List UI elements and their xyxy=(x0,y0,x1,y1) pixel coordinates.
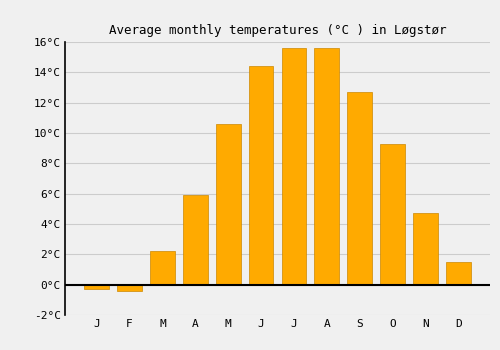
Bar xyxy=(348,92,372,285)
Bar xyxy=(84,285,109,289)
Bar xyxy=(446,262,470,285)
Bar xyxy=(150,251,174,285)
Bar xyxy=(282,48,306,285)
Bar xyxy=(183,195,208,285)
Title: Average monthly temperatures (°C ) in Løgstør: Average monthly temperatures (°C ) in Lø… xyxy=(109,24,446,37)
Bar xyxy=(216,124,240,285)
Bar xyxy=(380,144,405,285)
Bar xyxy=(117,285,142,291)
Bar xyxy=(413,214,438,285)
Bar xyxy=(248,66,274,285)
Bar xyxy=(314,48,339,285)
